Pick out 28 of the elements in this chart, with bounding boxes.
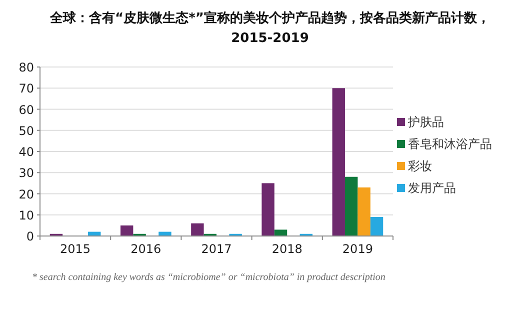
y-tick-label: 60	[18, 102, 34, 117]
x-tick-label: 2019	[342, 242, 373, 256]
y-tick-label: 50	[18, 124, 34, 138]
bar	[274, 230, 288, 236]
bar	[358, 187, 370, 236]
y-tick-label: 40	[18, 145, 34, 159]
bar	[191, 223, 204, 236]
legend-label: 彩妆	[408, 159, 432, 173]
bar	[332, 88, 345, 236]
y-tick-label: 20	[18, 187, 34, 202]
bar	[262, 183, 274, 236]
y-tick-label: 30	[18, 166, 34, 180]
x-tick-label: 2018	[272, 242, 302, 256]
y-tick-label: 70	[18, 82, 34, 96]
x-tick-label: 2015	[60, 242, 91, 256]
y-tick-label: 10	[18, 208, 34, 222]
bar	[344, 176, 358, 236]
bar	[370, 216, 384, 236]
legend-label: 发用产品	[408, 181, 456, 195]
x-tick-label: 2016	[130, 242, 162, 256]
y-tick-label: 0	[26, 230, 34, 244]
legend-label: 香皂和沐浴产品	[408, 137, 492, 151]
y-tick-label: 80	[18, 60, 34, 74]
legend-label: 护肤品	[407, 115, 444, 129]
chart-title: 全球：含有“皮肤微生态*”宣称的美妆个护产品趋势，按各品类新产品计数，2015-2019	[49, 10, 490, 46]
x-tick-label: 2017	[201, 242, 232, 256]
text: * search containing key words as “microbiome” or “microbiota” in product description	[32, 272, 386, 283]
bar	[120, 225, 134, 236]
